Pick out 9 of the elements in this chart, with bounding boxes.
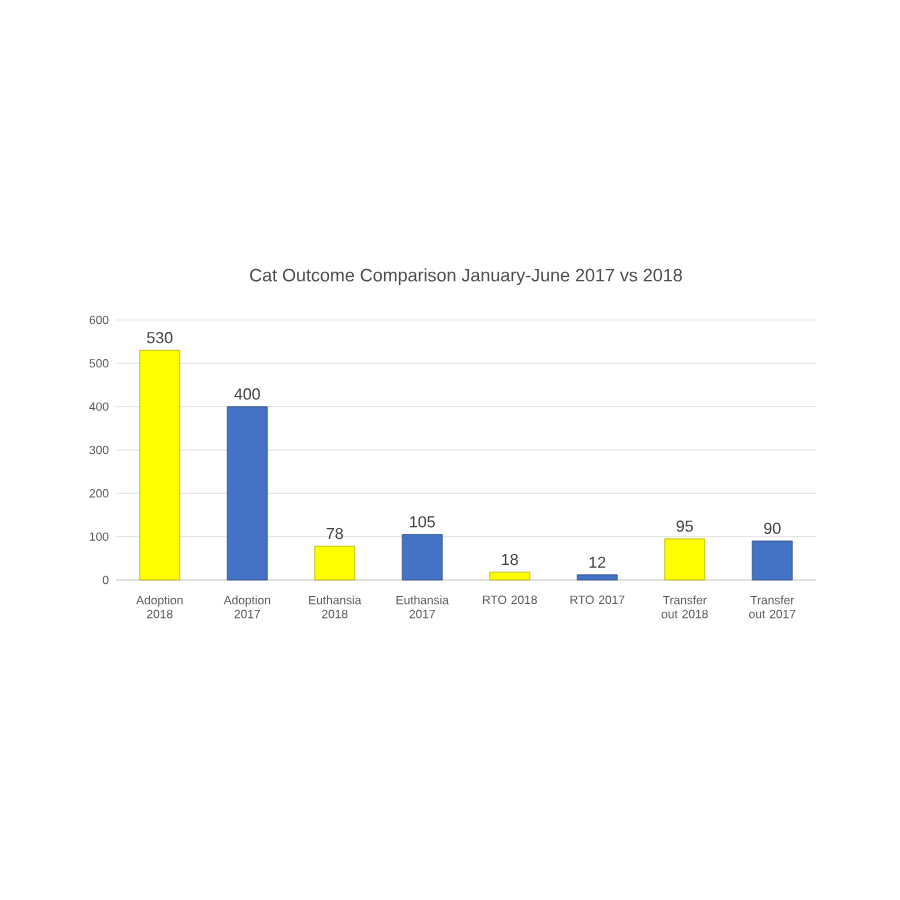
chart-title: Cat Outcome Comparison January-June 2017 vs 2018 [250,268,682,286]
bar [576,574,618,581]
bar [401,534,443,581]
bar [226,406,268,581]
bar [664,538,706,581]
bar [751,540,793,581]
bar [314,545,356,581]
bar [489,571,531,581]
bar [139,349,181,581]
